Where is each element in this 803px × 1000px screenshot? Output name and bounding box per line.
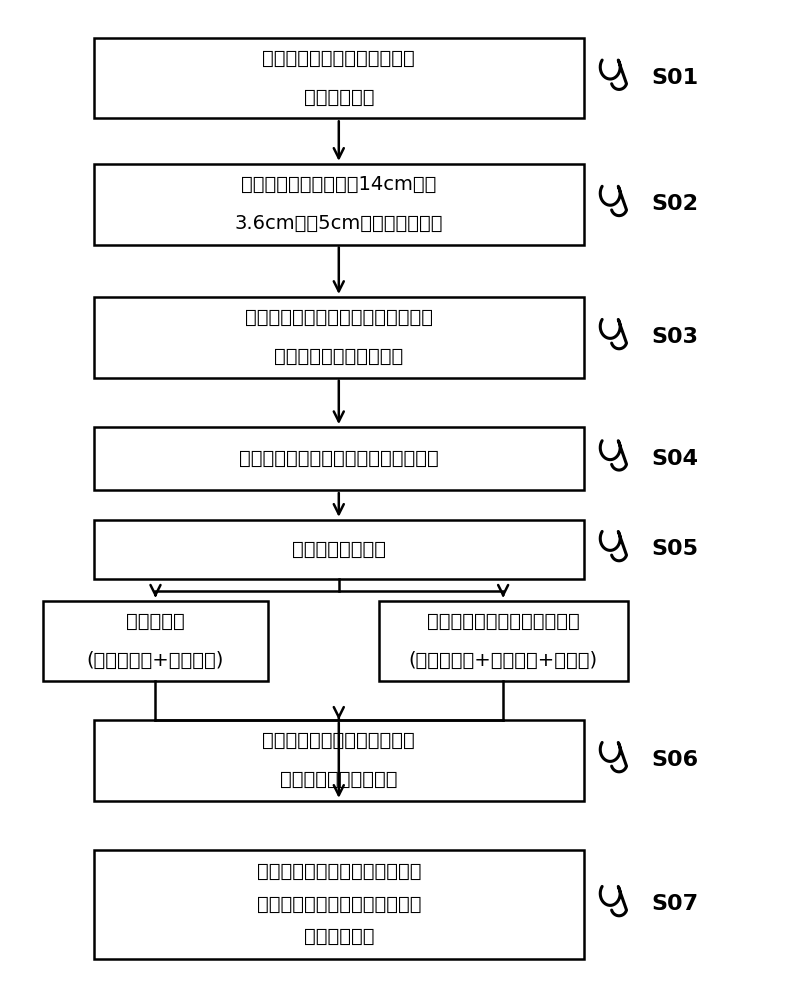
Text: 流能力的变化: 流能力的变化 (304, 927, 373, 946)
FancyBboxPatch shape (94, 720, 583, 801)
Text: S05: S05 (650, 539, 697, 559)
Text: 3.6cm宽、5cm厚的长方体岩板: 3.6cm宽、5cm厚的长方体岩板 (234, 214, 442, 233)
FancyBboxPatch shape (94, 38, 583, 118)
Text: (粗糙裂缝面+剪切位错+支撐剂): (粗糙裂缝面+剪切位错+支撐剂) (408, 651, 597, 670)
Text: (粗糙裂缝面+剪切位错): (粗糙裂缝面+剪切位错) (87, 651, 224, 670)
Text: S07: S07 (650, 894, 697, 914)
FancyBboxPatch shape (94, 520, 583, 579)
Text: 或同层位露头: 或同层位露头 (304, 88, 373, 107)
Text: 将岩板在储层有效闭合压力下沿中线: 将岩板在储层有效闭合压力下沿中线 (244, 308, 432, 327)
Text: 将作用于岩板的围压逐渐加载到: 将作用于岩板的围压逐渐加载到 (256, 862, 421, 881)
Text: 储层有效闭合应力，记录裂缝导: 储层有效闭合应力，记录裂缝导 (256, 895, 421, 914)
Text: S06: S06 (650, 750, 697, 770)
FancyBboxPatch shape (378, 601, 627, 681)
Text: 匆为厚度基本一致的两半: 匆为厚度基本一致的两半 (274, 347, 403, 366)
FancyBboxPatch shape (94, 164, 583, 245)
Text: 裂缝导流形态加工: 裂缝导流形态加工 (291, 540, 385, 559)
Text: 裂缝自支撐: 裂缝自支撐 (126, 612, 185, 631)
Text: 测压孔，连接测试管线: 测压孔，连接测试管线 (279, 770, 397, 789)
FancyBboxPatch shape (94, 297, 583, 378)
Text: 在岩板中部与两端的中线处打: 在岩板中部与两端的中线处打 (262, 731, 414, 750)
FancyBboxPatch shape (94, 850, 583, 959)
Text: S04: S04 (650, 449, 697, 469)
FancyBboxPatch shape (94, 427, 583, 490)
Text: 使用激光扫描仪对粗糙裂缝面进行扫描: 使用激光扫描仪对粗糙裂缝面进行扫描 (238, 449, 438, 468)
Text: S02: S02 (650, 194, 697, 214)
Text: S03: S03 (650, 327, 697, 347)
Text: S01: S01 (650, 68, 697, 88)
Text: 将上述储层材料加工成14cm长、: 将上述储层材料加工成14cm长、 (241, 175, 436, 194)
FancyBboxPatch shape (43, 601, 267, 681)
Text: 选取制作试件的致密储层岩心: 选取制作试件的致密储层岩心 (262, 49, 414, 68)
Text: 裂缝自支撐与支撐剂复合作用: 裂缝自支撐与支撐剂复合作用 (426, 612, 579, 631)
